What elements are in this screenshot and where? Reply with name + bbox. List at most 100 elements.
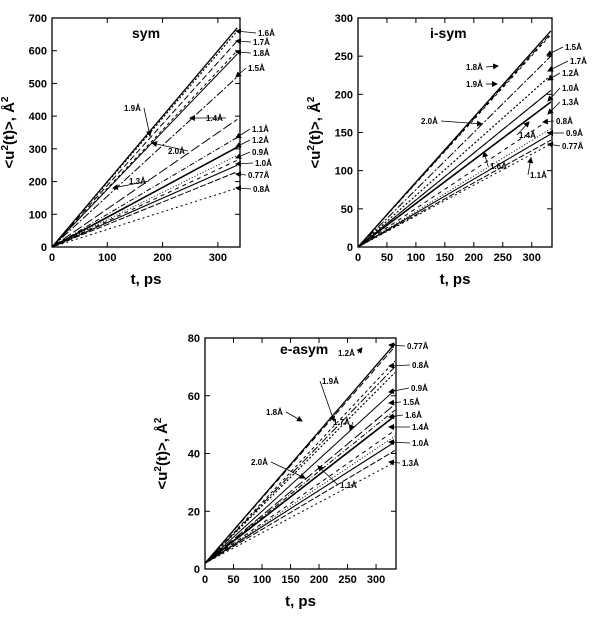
series-line-1.2Å [204,346,396,564]
x-tick-label: 300 [367,574,385,586]
x-axis-title: t, ps [285,593,316,610]
y-tick-label: 60 [188,391,200,403]
annotation-arrow [235,128,251,139]
annotation-arrow [235,171,247,178]
series-label: 1.9Å [322,377,339,386]
x-tick-label: 250 [494,252,512,264]
series-label: 1.2Å [562,69,579,78]
annotation-arrow [547,87,561,102]
series-line-2.0Å [51,53,238,248]
x-tick-label: 50 [381,252,393,264]
x-tick-label: 150 [436,252,454,264]
y-tick-label: 0 [41,242,47,254]
series-line-1.7Å [357,55,552,248]
series-label: 2.0Å [251,458,268,467]
series-line-1.1Å [51,136,238,248]
series-label: 1.7Å [570,57,587,66]
x-tick-label: 150 [281,574,299,586]
series-line-0.77Å [51,171,238,248]
series-label: 0.8Å [412,361,429,370]
x-tick-label: 100 [253,574,271,586]
series-line-1.1Å [204,450,396,564]
series-label: 1.1Å [340,481,357,490]
y-tick-label: 250 [335,51,353,63]
x-tick-label: 300 [523,252,541,264]
series-line-0.77Å [204,343,396,564]
x-tick-label: 200 [310,574,328,586]
annotation-arrow [388,399,402,406]
annotation-arrow [151,141,189,152]
x-tick-label: 0 [202,574,208,586]
series-label: 1.3Å [402,459,419,468]
series-label: 1.5Å [403,398,420,407]
y-tick-label: 200 [335,89,353,101]
y-tick-label: 500 [29,78,47,90]
series-line-1.0Å [357,90,552,248]
series-label: 1.4Å [519,131,536,140]
annotation-arrow [348,421,355,431]
annotation-arrow [440,120,483,127]
x-tick-label: 300 [209,252,227,264]
annotation-arrow [235,38,252,45]
series-line-1.3Å [204,461,396,564]
series-label: 1.0Å [562,84,579,93]
panel-title: sym [132,25,160,41]
series-label: 0.77Å [407,342,429,351]
series-label: 1.1Å [252,125,269,134]
annotation-arrow [143,107,152,137]
annotation-arrow [388,459,401,466]
y-tick-label: 300 [29,144,47,156]
annotation-arrow [270,461,306,479]
y-axis-title: <u2(t)>, Å2 [153,417,171,489]
series-line-0.8Å [357,118,552,248]
series-line-1.0Å [51,164,238,248]
x-tick-label: 50 [227,574,239,586]
series-line-1.9Å [51,30,238,248]
x-tick-label: 100 [98,252,116,264]
plot-frame [51,17,241,248]
x-tick-label: 0 [355,252,361,264]
series-label: 1.6Å [405,411,422,420]
series-label: 1.8Å [253,49,270,58]
series-line-0.8Å [51,187,238,248]
series-label: 0.77Å [248,171,270,180]
series-label: 0.77Å [562,142,584,151]
x-tick-label: 200 [465,252,483,264]
annotation-arrow [235,28,257,35]
y-tick-label: 700 [29,13,47,25]
series-line-1.8Å [204,372,396,564]
series-label: 2.0Å [168,147,185,156]
annotation-arrow [235,67,247,78]
annotation-arrow [388,413,404,420]
series-line-1.5Å [204,404,396,564]
series-label: 1.8Å [266,408,283,417]
annotation-arrow [547,72,561,81]
y-tick-label: 600 [29,46,47,58]
series-label: 1.3Å [129,177,146,186]
x-tick-label: 0 [49,252,55,264]
series-label: 1.6Å [258,29,275,38]
y-tick-label: 50 [341,204,353,216]
series-line-1.3Å [51,154,238,248]
series-line-1.4Å [204,429,396,564]
panel-title: e-asym [280,341,328,357]
annotation-arrow [547,60,569,72]
x-axis-title: t, ps [131,271,162,288]
series-label: 0.9Å [566,129,583,138]
series-label: 1.1Å [530,171,547,180]
y-tick-label: 40 [188,449,200,461]
y-tick-label: 0 [194,564,200,576]
series-line-0.9Å [357,128,552,248]
y-tick-label: 400 [29,111,47,123]
series-line-1.2Å [357,74,552,248]
series-line-1.6Å [204,415,396,564]
annotation-arrow [356,347,363,354]
annotation-arrow [516,121,530,136]
chart-panel-0: 0 100 200 300 0 100 200 300 400 500 600 700 1.6Å1.7Å… [0,13,275,288]
series-line-2.0Å [204,435,396,564]
series-line-1.2Å [51,146,238,248]
series-label: 0.9Å [252,148,269,157]
series-label: 1.8Å [466,63,483,72]
annotation-arrow [235,185,252,192]
